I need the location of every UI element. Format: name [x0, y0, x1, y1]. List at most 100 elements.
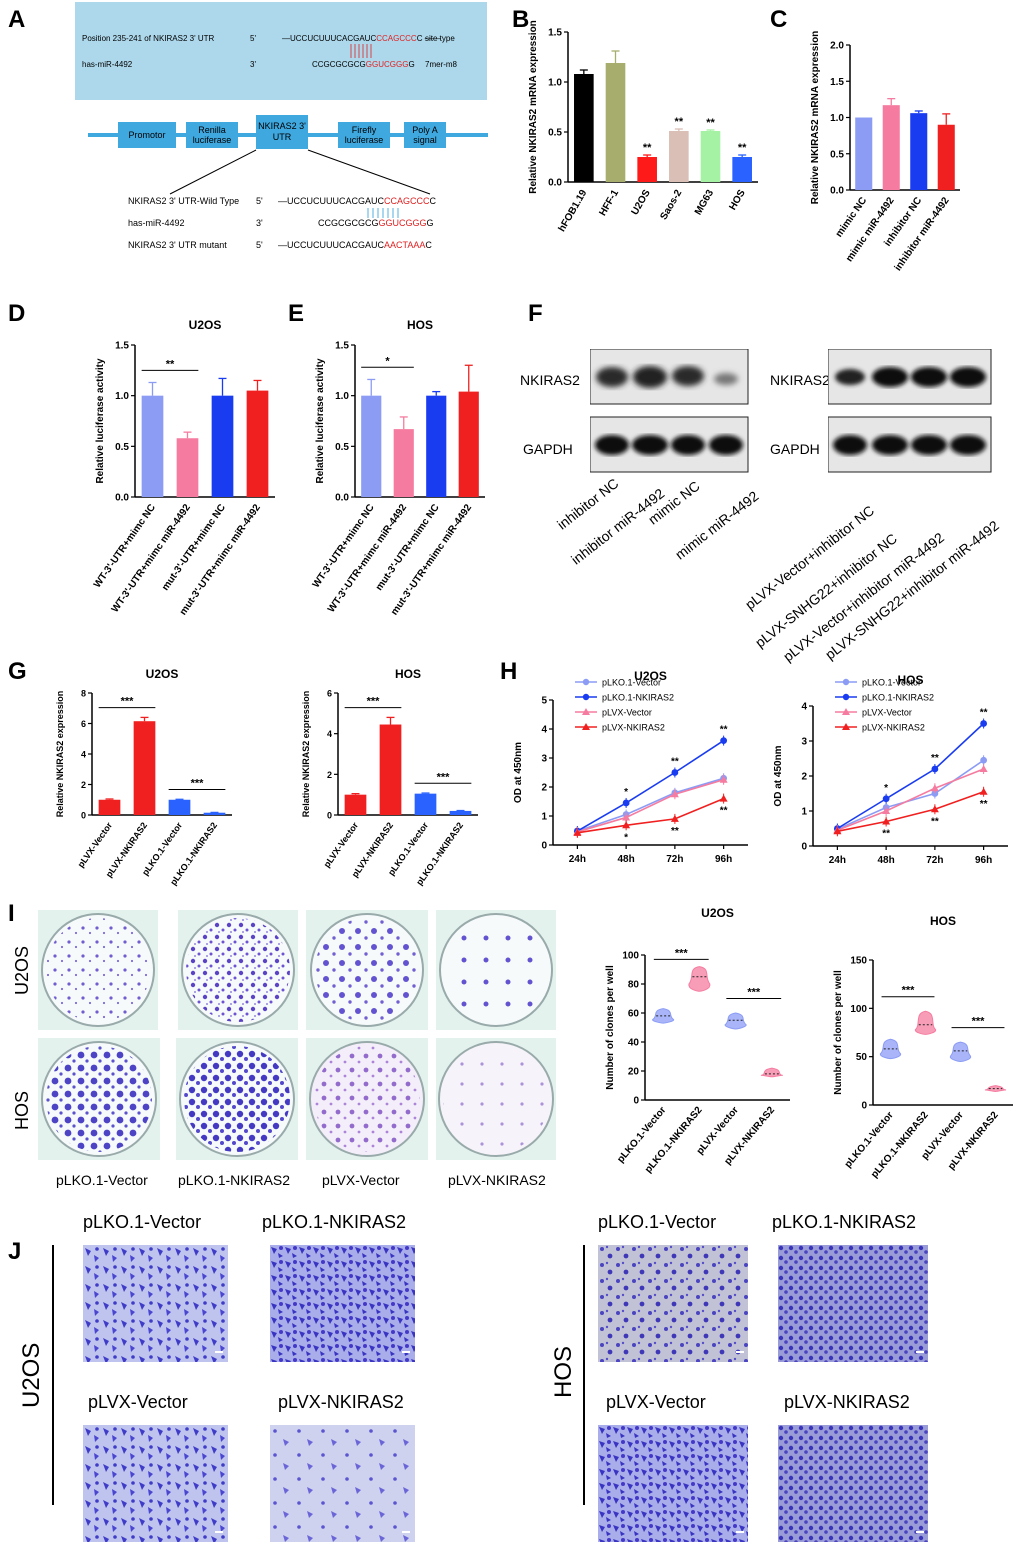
y-tick-label-C: 2.0: [830, 41, 844, 52]
series-point-H2-3-1: [882, 817, 891, 825]
j-right-title-plko-nkiras2: pLKO.1-NKIRAS2: [772, 1212, 917, 1232]
y-tick-label-H2: 0: [801, 842, 807, 853]
x-label-D-0: WT-3'-UTR+mimc NC: [92, 502, 158, 590]
plate-hos-plvx-nkiras2: [436, 1038, 556, 1160]
series-point-H2-3-2: [930, 805, 939, 813]
sig-top-H2-3: **: [980, 708, 988, 719]
f-left-gapdh-label: GAPDH: [523, 441, 573, 457]
series-point-H1-3-0: [573, 828, 582, 836]
series-line-H2-3: [837, 790, 984, 833]
x-tick-label-H2-3: 96h: [975, 855, 992, 866]
bar-D-2: [211, 395, 234, 497]
sig-top-H1-3: **: [720, 725, 728, 736]
series-point-H2-2-2: [930, 784, 939, 792]
mut-label: NKIRAS2 3' UTR mutant: [128, 240, 227, 250]
transwell-hos-plko-nkiras2: [778, 1245, 928, 1362]
sig-top-H2-2: **: [931, 753, 939, 764]
series-point-H1-2-3: [719, 775, 728, 783]
y-tick-label-G1: 4: [81, 750, 86, 760]
binding-site-box: [75, 2, 487, 100]
panel-letter-j: J: [8, 1238, 22, 1265]
j-left-title-plvx-vector: pLVX-Vector: [88, 1392, 188, 1412]
y-tick-label-E: 1.0: [335, 391, 349, 402]
series-point-H2-1-1: [882, 795, 890, 803]
y-tick-label-G1: 2: [81, 780, 86, 790]
y-tick-label-I1: 20: [628, 1067, 640, 1078]
plate-u2os-plko-nkiras2: [178, 910, 298, 1030]
mir-label-2: has-miR-4492: [128, 218, 185, 228]
mut-5prime: 5': [256, 240, 263, 250]
violin-I2-2: [949, 1041, 972, 1063]
chart-title-I2: HOS: [930, 914, 956, 928]
series-line-H1-3: [577, 797, 724, 834]
transwell-hos-plvx-vector: [598, 1425, 748, 1542]
colony-plates: [38, 910, 556, 1160]
bar-G2-1: [379, 724, 402, 815]
i-col-plko-vector: pLKO.1-Vector: [56, 1172, 148, 1188]
mut-seq: —UCCUCUUUCACGAUCAACTAAAC: [278, 240, 432, 250]
x-label-G1-0: pLVX-Vector: [76, 820, 115, 869]
i-col-plvx-nkiras2: pLVX-NKIRAS2: [448, 1172, 546, 1188]
f-right-gapdh-label: GAPDH: [770, 441, 820, 457]
sig-star-B-2: **: [643, 142, 652, 154]
chart-title-E: HOS: [407, 318, 433, 332]
sig-top-H1-2: **: [671, 757, 679, 768]
bar-C-1: [882, 105, 900, 190]
legend-marker-H2-0: [842, 678, 850, 686]
wt-5prime: 5': [256, 196, 263, 206]
utr-box: NKIRAS2 3' UTR: [256, 115, 308, 149]
sig-star-B-5: **: [738, 142, 747, 154]
y-tick-label-I1: 0: [633, 1096, 639, 1107]
bar-D-0: [141, 395, 164, 497]
sig-top-H1-1: *: [624, 787, 628, 798]
series-point-H1-2-1: [622, 813, 631, 821]
y-tick-label-D: 1.5: [115, 341, 129, 352]
legend-marker-H2-1: [842, 693, 850, 701]
y-tick-label-E: 1.5: [335, 341, 349, 352]
violin-I1-3: [760, 1067, 783, 1078]
sig-label-G2-1: ***: [437, 771, 451, 783]
mir-3prime: 3': [250, 60, 256, 69]
x-tick-label-H1-2: 72h: [666, 854, 683, 865]
y-tick-label-H2: 2: [801, 772, 807, 783]
series-line-H2-2: [837, 768, 984, 831]
sig-bottom-H2-2: **: [931, 816, 939, 827]
blot-right: [828, 349, 992, 473]
chart-title-G2: HOS: [395, 667, 421, 681]
bar-G1-3: [203, 812, 226, 815]
y-tick-label-C: 0.0: [830, 186, 844, 197]
x-label-G2-0: pLVX-Vector: [322, 820, 361, 869]
bar-B-4: [700, 131, 721, 182]
series-line-H2-0: [837, 759, 985, 830]
y-tick-label-I1: 60: [628, 1009, 640, 1020]
x-label-B-0: hFOB1.19: [557, 188, 590, 234]
series-point-H2-0-2: [931, 790, 939, 797]
wt-seq: —UCCUCUUUCACGAUCCCAGCCCC: [278, 196, 437, 206]
band-right-top-2: [872, 367, 908, 387]
bar-C-0: [855, 117, 873, 190]
sig-label-I2-1: ***: [972, 1016, 986, 1028]
bar-E-1: [393, 429, 414, 497]
site-type-value: 7mer-m8: [425, 60, 458, 69]
legend-label-H2-2: pLVX-Vector: [862, 708, 912, 718]
chart-d: 0.0 0.5 1.0 1.5 Relative luciferase activity…: [92, 318, 275, 617]
y-tick-label-B: 1.0: [548, 78, 562, 89]
sig-label-I1-0: ***: [675, 947, 689, 959]
site-position-label: Position 235-241 of NKIRAS2 3' UTR: [82, 34, 215, 43]
bar-G1-0: [98, 799, 121, 815]
band-right-bottom-2: [872, 435, 908, 455]
j-left-cell-label: U2OS: [18, 1342, 45, 1408]
sig-bottom-H1-1: *: [624, 832, 628, 843]
transwell-u2os-plko-nkiras2: [270, 1245, 415, 1362]
y-tick-label-D: 1.0: [115, 391, 129, 402]
y-tick-label-G2: 0: [327, 811, 332, 821]
legend-marker-H1-3: [582, 723, 590, 730]
sig-star-B-4: **: [706, 117, 715, 129]
legend-marker-H1-0: [582, 678, 590, 686]
y-tick-label-I1: 100: [622, 951, 639, 962]
y-tick-label-H2: 1: [801, 807, 807, 818]
site-utr-seq: —UCCUCUUUCACGAUCCCAGCCCC ——: [282, 34, 441, 43]
violin-I2-3: [984, 1085, 1007, 1092]
legend-label-H2-3: pLVX-NKIRAS2: [862, 723, 925, 733]
